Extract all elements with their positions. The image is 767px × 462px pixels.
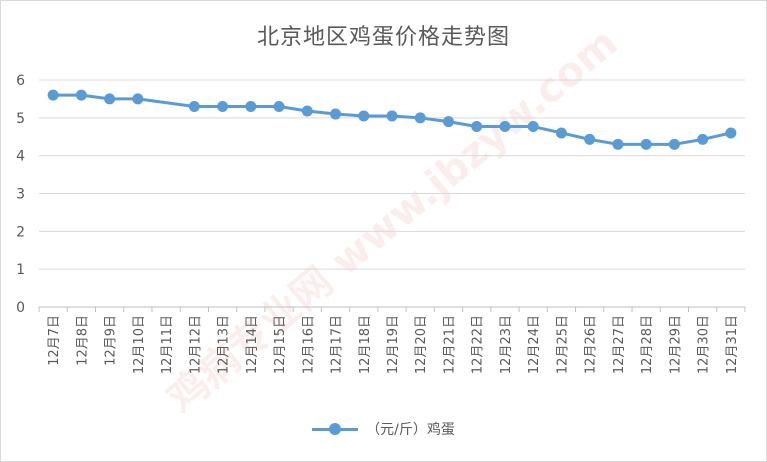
- x-tick-label: 12月23日: [499, 315, 514, 374]
- y-tick-label: 0: [16, 300, 25, 316]
- x-tick-label: 12月10日: [132, 315, 147, 374]
- data-point: [612, 138, 624, 150]
- data-point: [104, 93, 116, 105]
- data-point: [386, 110, 398, 122]
- data-point: [217, 100, 229, 112]
- data-point: [499, 121, 511, 133]
- legend-label: （元/斤）鸡蛋: [366, 422, 455, 438]
- data-point: [75, 89, 87, 101]
- data-point: [358, 110, 370, 122]
- x-tick-label: 12月9日: [104, 315, 119, 366]
- legend-swatch: [312, 423, 359, 435]
- y-tick-label: 1: [16, 262, 25, 278]
- y-tick-label: 5: [16, 111, 25, 127]
- data-point: [471, 121, 483, 133]
- x-tick-label: 12月7日: [47, 315, 62, 366]
- y-tick-label: 6: [16, 73, 25, 89]
- x-tick-label: 12月29日: [668, 315, 683, 374]
- x-tick-label: 12月31日: [725, 315, 740, 374]
- x-tick-label: 12月18日: [358, 315, 373, 374]
- x-tick-label: 12月27日: [612, 315, 627, 374]
- y-tick-label: 2: [16, 224, 25, 240]
- data-point: [273, 100, 285, 112]
- x-tick-label: 12月24日: [527, 315, 542, 374]
- x-tick-label: 12月13日: [217, 315, 232, 374]
- x-tick-label: 12月20日: [414, 315, 429, 374]
- x-tick-label: 12月14日: [245, 315, 260, 374]
- x-tick-label: 12月26日: [584, 315, 599, 374]
- data-point: [414, 112, 426, 124]
- data-point: [47, 89, 59, 101]
- data-point: [188, 100, 200, 112]
- data-point: [584, 133, 596, 145]
- x-tick-label: 12月8日: [75, 315, 90, 366]
- data-point: [442, 116, 454, 128]
- data-point: [245, 100, 257, 112]
- data-point: [668, 138, 680, 150]
- x-tick-label: 12月17日: [330, 315, 345, 374]
- x-tick-label: 12月19日: [386, 315, 401, 374]
- x-tick-label: 12月22日: [471, 315, 486, 374]
- data-point: [330, 108, 342, 120]
- data-point: [555, 127, 567, 139]
- data-point: [640, 138, 652, 150]
- data-point: [527, 121, 539, 133]
- y-tick-label: 4: [16, 149, 25, 165]
- data-point: [697, 133, 709, 145]
- chart-title: 北京地区鸡蛋价格走势图: [256, 25, 510, 50]
- data-point: [132, 93, 144, 105]
- x-tick-label: 12月21日: [442, 315, 457, 374]
- legend: （元/斤）鸡蛋: [1, 419, 766, 439]
- x-tick-label: 12月28日: [640, 315, 655, 374]
- x-tick-label: 12月12日: [188, 315, 203, 374]
- x-tick-label: 12月16日: [301, 315, 316, 374]
- x-tick-label: 12月15日: [273, 315, 288, 374]
- y-tick-label: 3: [16, 187, 25, 203]
- x-tick-label: 12月25日: [555, 315, 570, 374]
- data-point: [301, 105, 313, 117]
- data-point: [725, 127, 737, 139]
- x-tick-label: 12月30日: [697, 315, 712, 374]
- x-tick-label: 12月11日: [160, 315, 175, 374]
